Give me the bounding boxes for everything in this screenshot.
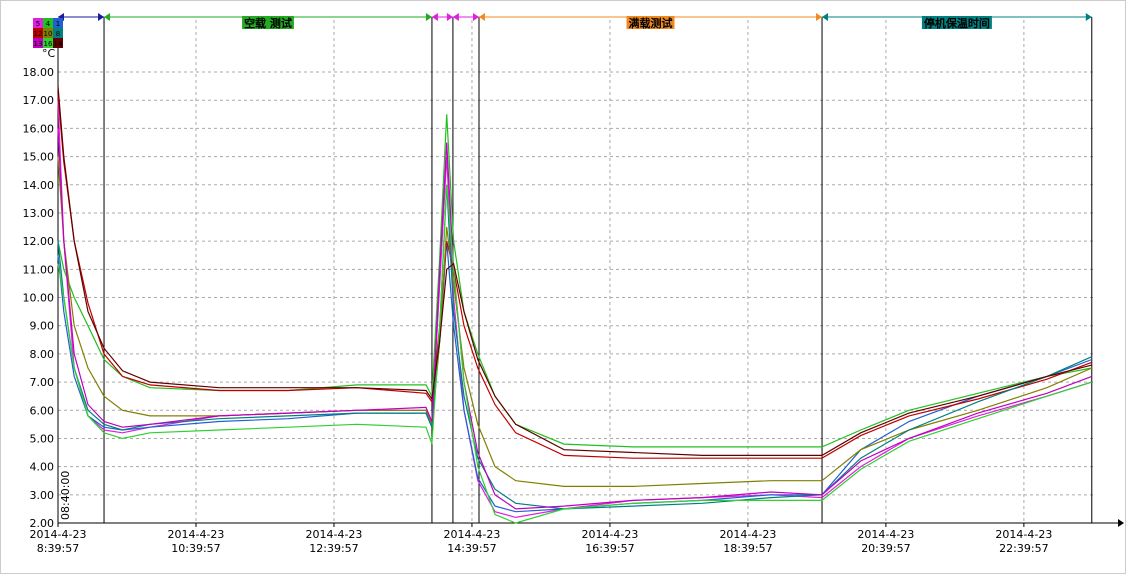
series-line [57, 184, 1093, 510]
x-tick-label-line: 16:39:57 [585, 542, 634, 555]
legend-label: 14 [54, 40, 63, 48]
phase-arrow-head [446, 13, 453, 21]
y-tick-label: 18.00 [23, 66, 55, 79]
x-tick-label: 2014-4-23 14:39:57 [443, 528, 500, 555]
x-tick-label-line: 10:39:57 [171, 542, 220, 555]
series-line [57, 241, 1093, 513]
series-line [57, 114, 1092, 448]
phase-label-bg [242, 16, 294, 29]
x-tick-label: 2014-4-23 20:39:57 [857, 528, 914, 555]
y-tick-label: 11.00 [23, 263, 55, 276]
phase-arrow-head [1085, 13, 1092, 21]
legend-swatch [33, 18, 43, 28]
y-tick-label: 17.00 [23, 94, 55, 107]
x-tick-label: 2014-4-23 16:39:57 [581, 528, 638, 555]
legend-swatch [43, 18, 53, 28]
phase-label-bg [921, 16, 992, 29]
phase-arrow-head [98, 13, 105, 21]
x-tick-label-line: 14:39:57 [447, 542, 496, 555]
y-tick-label: 10.00 [23, 292, 55, 305]
legend-swatch [33, 28, 43, 38]
x-tick-label-line: 2014-4-23 [30, 528, 87, 541]
x-tick-label-line: 2014-4-23 [168, 528, 225, 541]
legend-label: 1 [56, 20, 60, 28]
x-tick-label-line: 2014-4-23 [857, 528, 914, 541]
phase-arrow-head [816, 13, 823, 21]
legend-label: 16 [44, 40, 53, 48]
x-tick-label-line: 2014-4-23 [995, 528, 1052, 541]
phase-label: 空载 测试 [244, 16, 292, 30]
phase-label: 停机保温时间 [924, 16, 990, 30]
phase-arrow-head [104, 13, 111, 21]
x-tick-label-line: 8:39:57 [37, 542, 79, 555]
y-tick-label: 8.00 [30, 348, 55, 361]
series-line [57, 86, 1092, 456]
unit-label: °C [42, 47, 56, 60]
legend-label: 13 [34, 40, 43, 48]
legend-label: 5 [36, 20, 40, 28]
y-tick-label: 7.00 [30, 376, 55, 389]
x-tick-label-line: 2014-4-23 [719, 528, 776, 541]
x-tick-label: 2014-4-23 10:39:57 [168, 528, 225, 555]
x-axis-arrow [1118, 519, 1124, 527]
legend-swatch [53, 28, 63, 38]
legend-label: 10 [44, 30, 53, 38]
phase-arrow-head [822, 13, 829, 21]
x-tick-label-line: 22:39:57 [999, 542, 1048, 555]
y-tick-label: 14.00 [23, 179, 55, 192]
y-tick-label: 12.00 [23, 235, 55, 248]
legend-swatch [43, 38, 53, 48]
series-line [57, 100, 1092, 519]
phase-arrow-head [479, 13, 486, 21]
x-tick-label-line: 12:39:57 [309, 542, 358, 555]
y-tick-label: 6.00 [30, 404, 55, 417]
x-tick-label-line: 2014-4-23 [305, 528, 362, 541]
x-tick-label-line: 18:39:57 [723, 542, 772, 555]
phase-arrow-head [473, 13, 480, 21]
legend-label: 8 [56, 30, 60, 38]
phase-label: 满载测试 [629, 16, 673, 30]
series-line [57, 184, 1092, 524]
y-tick-label: 9.00 [30, 320, 55, 333]
legend-label: 4 [46, 20, 51, 28]
y-tick-label: 16.00 [23, 122, 55, 135]
series-line [57, 156, 1093, 487]
legend-label: 12 [34, 30, 43, 38]
y-tick-label: 2.00 [30, 517, 55, 530]
legend-swatch [33, 38, 43, 48]
phase-label-bg [626, 16, 675, 29]
y-tick-label: 13.00 [23, 207, 55, 220]
x-tick-label: 2014-4-23 22:39:57 [995, 528, 1052, 555]
y-tick-label: 15.00 [23, 151, 55, 164]
legend-swatch [53, 18, 63, 28]
y-tick-label: 5.00 [30, 432, 55, 445]
y-tick-label: 3.00 [30, 489, 55, 502]
phase-arrow-head [425, 13, 432, 21]
legend-swatch [43, 28, 53, 38]
x-tick-label-line: 20:39:57 [861, 542, 910, 555]
x-tick-label-line: 2014-4-23 [581, 528, 638, 541]
x-tick-label-line: 2014-4-23 [443, 528, 500, 541]
phase-arrow-head [452, 13, 459, 21]
x-tick-label: 2014-4-23 8:39:57 [30, 528, 87, 555]
phase-arrow-head [431, 13, 438, 21]
x-tick-label: 2014-4-23 18:39:57 [719, 528, 776, 555]
x-tick-label: 2014-4-23 12:39:57 [305, 528, 362, 555]
y-tick-label: 4.00 [30, 461, 55, 474]
legend-swatch [53, 38, 63, 48]
